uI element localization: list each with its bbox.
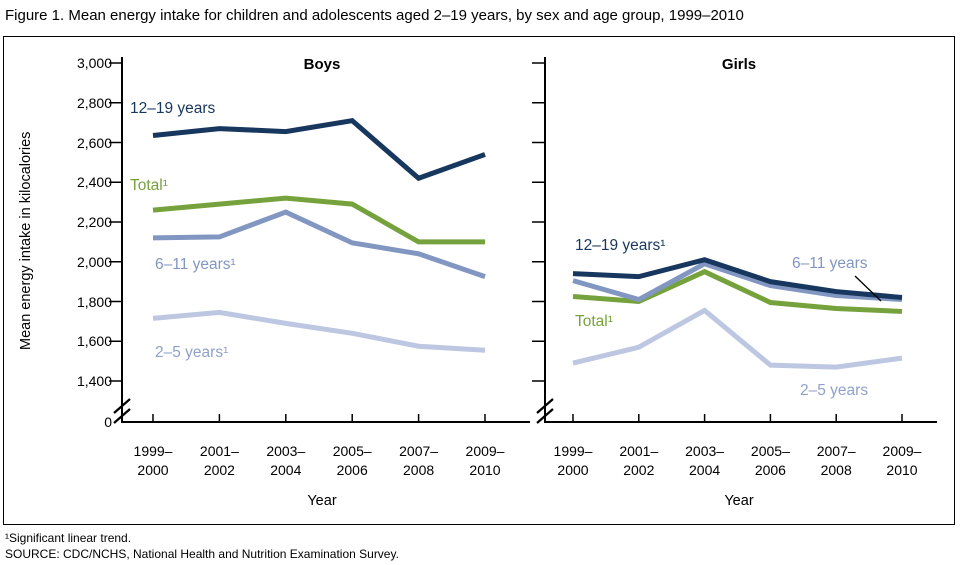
x-tick-label: 2001– 2002 bbox=[619, 443, 659, 478]
panel-title-boys: Boys bbox=[303, 56, 341, 73]
y-tick-label: 2,600 bbox=[76, 134, 112, 151]
y-tick-label: 1,800 bbox=[76, 293, 112, 310]
x-tick-label: 2009– 2010 bbox=[882, 443, 922, 478]
x-tick-label: 2009– 2010 bbox=[465, 443, 505, 478]
series-label-girls-2-5: 2–5 years bbox=[800, 382, 869, 399]
series-label-boys-6-11: 6–11 years¹ bbox=[155, 256, 236, 273]
y-tick-label: 2,400 bbox=[76, 174, 112, 191]
panel-title-girls: Girls bbox=[721, 56, 757, 73]
y-tick-label: 2,200 bbox=[76, 214, 112, 230]
x-tick-label: 2007– 2008 bbox=[399, 443, 439, 478]
figure-title: Figure 1. Mean energy intake for childre… bbox=[5, 7, 744, 24]
x-tick-label: 2003– 2004 bbox=[685, 443, 725, 478]
chart-frame bbox=[3, 36, 955, 525]
x-tick-label: 1999– 2000 bbox=[133, 443, 173, 478]
series-label-boys-12-19: 12–19 years bbox=[130, 100, 216, 117]
x-tick-label: 1999– 2000 bbox=[553, 443, 593, 478]
y-tick-label: 1,600 bbox=[76, 333, 112, 350]
x-tick-label: 2003– 2004 bbox=[266, 443, 306, 478]
y-tick-label: 1,400 bbox=[76, 373, 112, 389]
x-axis-title-boys: Year bbox=[307, 493, 337, 509]
series-label-girls-6-11: 6–11 years bbox=[792, 255, 868, 272]
x-tick-label: 2005– 2006 bbox=[332, 443, 372, 478]
y-zero-label: 0 bbox=[104, 414, 112, 430]
y-tick-label: 2,800 bbox=[76, 94, 112, 111]
series-label-girls-total: Total¹ bbox=[575, 313, 613, 330]
y-tick-label: 3,000 bbox=[76, 55, 112, 71]
series-label-girls-12-19: 12–19 years¹ bbox=[575, 237, 666, 254]
x-tick-label: 2001– 2002 bbox=[199, 443, 239, 478]
series-label-boys-total: Total¹ bbox=[130, 177, 168, 194]
x-tick-label: 2007– 2008 bbox=[816, 443, 856, 478]
series-label-boys-2-5: 2–5 years¹ bbox=[155, 344, 229, 361]
y-tick-label: 2,000 bbox=[76, 253, 112, 270]
x-axis-title-girls: Year bbox=[724, 493, 754, 509]
footnote-trend: ¹Significant linear trend. bbox=[5, 531, 132, 545]
x-tick-label: 2005– 2006 bbox=[750, 443, 790, 478]
y-axis-title: Mean energy intake in kilocalories bbox=[18, 131, 34, 351]
footnote-source: SOURCE: CDC/NCHS, National Health and Nu… bbox=[5, 547, 399, 561]
